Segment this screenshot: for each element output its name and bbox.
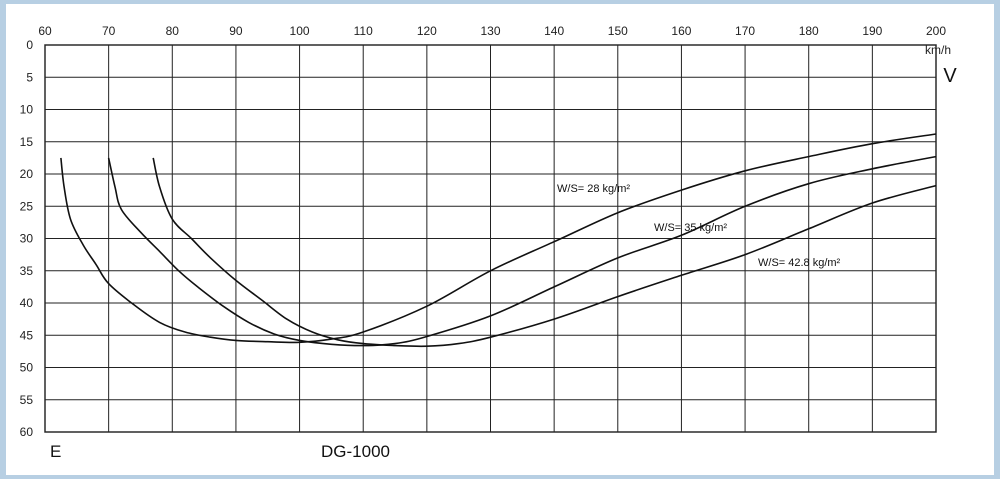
- series-ws-42-8-line: [152, 157, 937, 348]
- x-tick-label: 160: [671, 24, 691, 38]
- y-tick-label: 25: [20, 199, 34, 213]
- x-tick-label: 140: [544, 24, 564, 38]
- x-tick-label: 150: [608, 24, 628, 38]
- x-axis-label: V: [943, 65, 957, 87]
- x-tick-label: 120: [417, 24, 437, 38]
- y-tick-label: 5: [26, 70, 33, 84]
- y-tick-label: 30: [20, 232, 34, 246]
- x-tick-label: 130: [480, 24, 500, 38]
- x-tick-label: 80: [166, 24, 180, 38]
- y-tick-label: 20: [20, 167, 34, 181]
- series-annotation: W/S= 35 kg/m²: [654, 222, 727, 234]
- series-ws-35-line: [107, 155, 937, 347]
- x-tick-label: 180: [799, 24, 819, 38]
- x-tick-label: 200: [926, 24, 946, 38]
- y-tick-label: 10: [20, 103, 34, 117]
- x-tick-label: 60: [38, 24, 52, 38]
- chart-frame: 60 70 80 90 100 110 120 130 140 150 160 170 180 190 20…: [6, 4, 994, 475]
- series-ws-28-line: [60, 133, 937, 344]
- polar-chart: 60 70 80 90 100 110 120 130 140 150 160 170 180 190 20…: [20, 24, 958, 461]
- x-tick-label: 110: [354, 24, 373, 38]
- y-tick-label: 35: [20, 264, 34, 278]
- chart-title: DG-1000: [321, 442, 390, 461]
- series-annotation: W/S= 42.8 kg/m²: [758, 257, 841, 269]
- y-tick-label: 55: [20, 393, 34, 407]
- x-tick-label: 170: [735, 24, 755, 38]
- y-tick-label: 60: [20, 425, 34, 439]
- y-tick-label: 40: [20, 296, 34, 310]
- y-tick-label: 15: [20, 135, 34, 149]
- x-tick-label: 190: [862, 24, 882, 38]
- x-axis-unit: km/h: [925, 43, 951, 57]
- y-tick-label: 0: [26, 38, 33, 52]
- y-axis-label: E: [50, 442, 61, 461]
- x-tick-label: 100: [290, 24, 310, 38]
- x-tick-label: 70: [102, 24, 116, 38]
- x-tick-label: 90: [229, 24, 243, 38]
- y-tick-label: 45: [20, 328, 34, 342]
- series-annotation: W/S= 28 kg/m²: [557, 183, 630, 195]
- y-tick-label: 50: [20, 361, 34, 375]
